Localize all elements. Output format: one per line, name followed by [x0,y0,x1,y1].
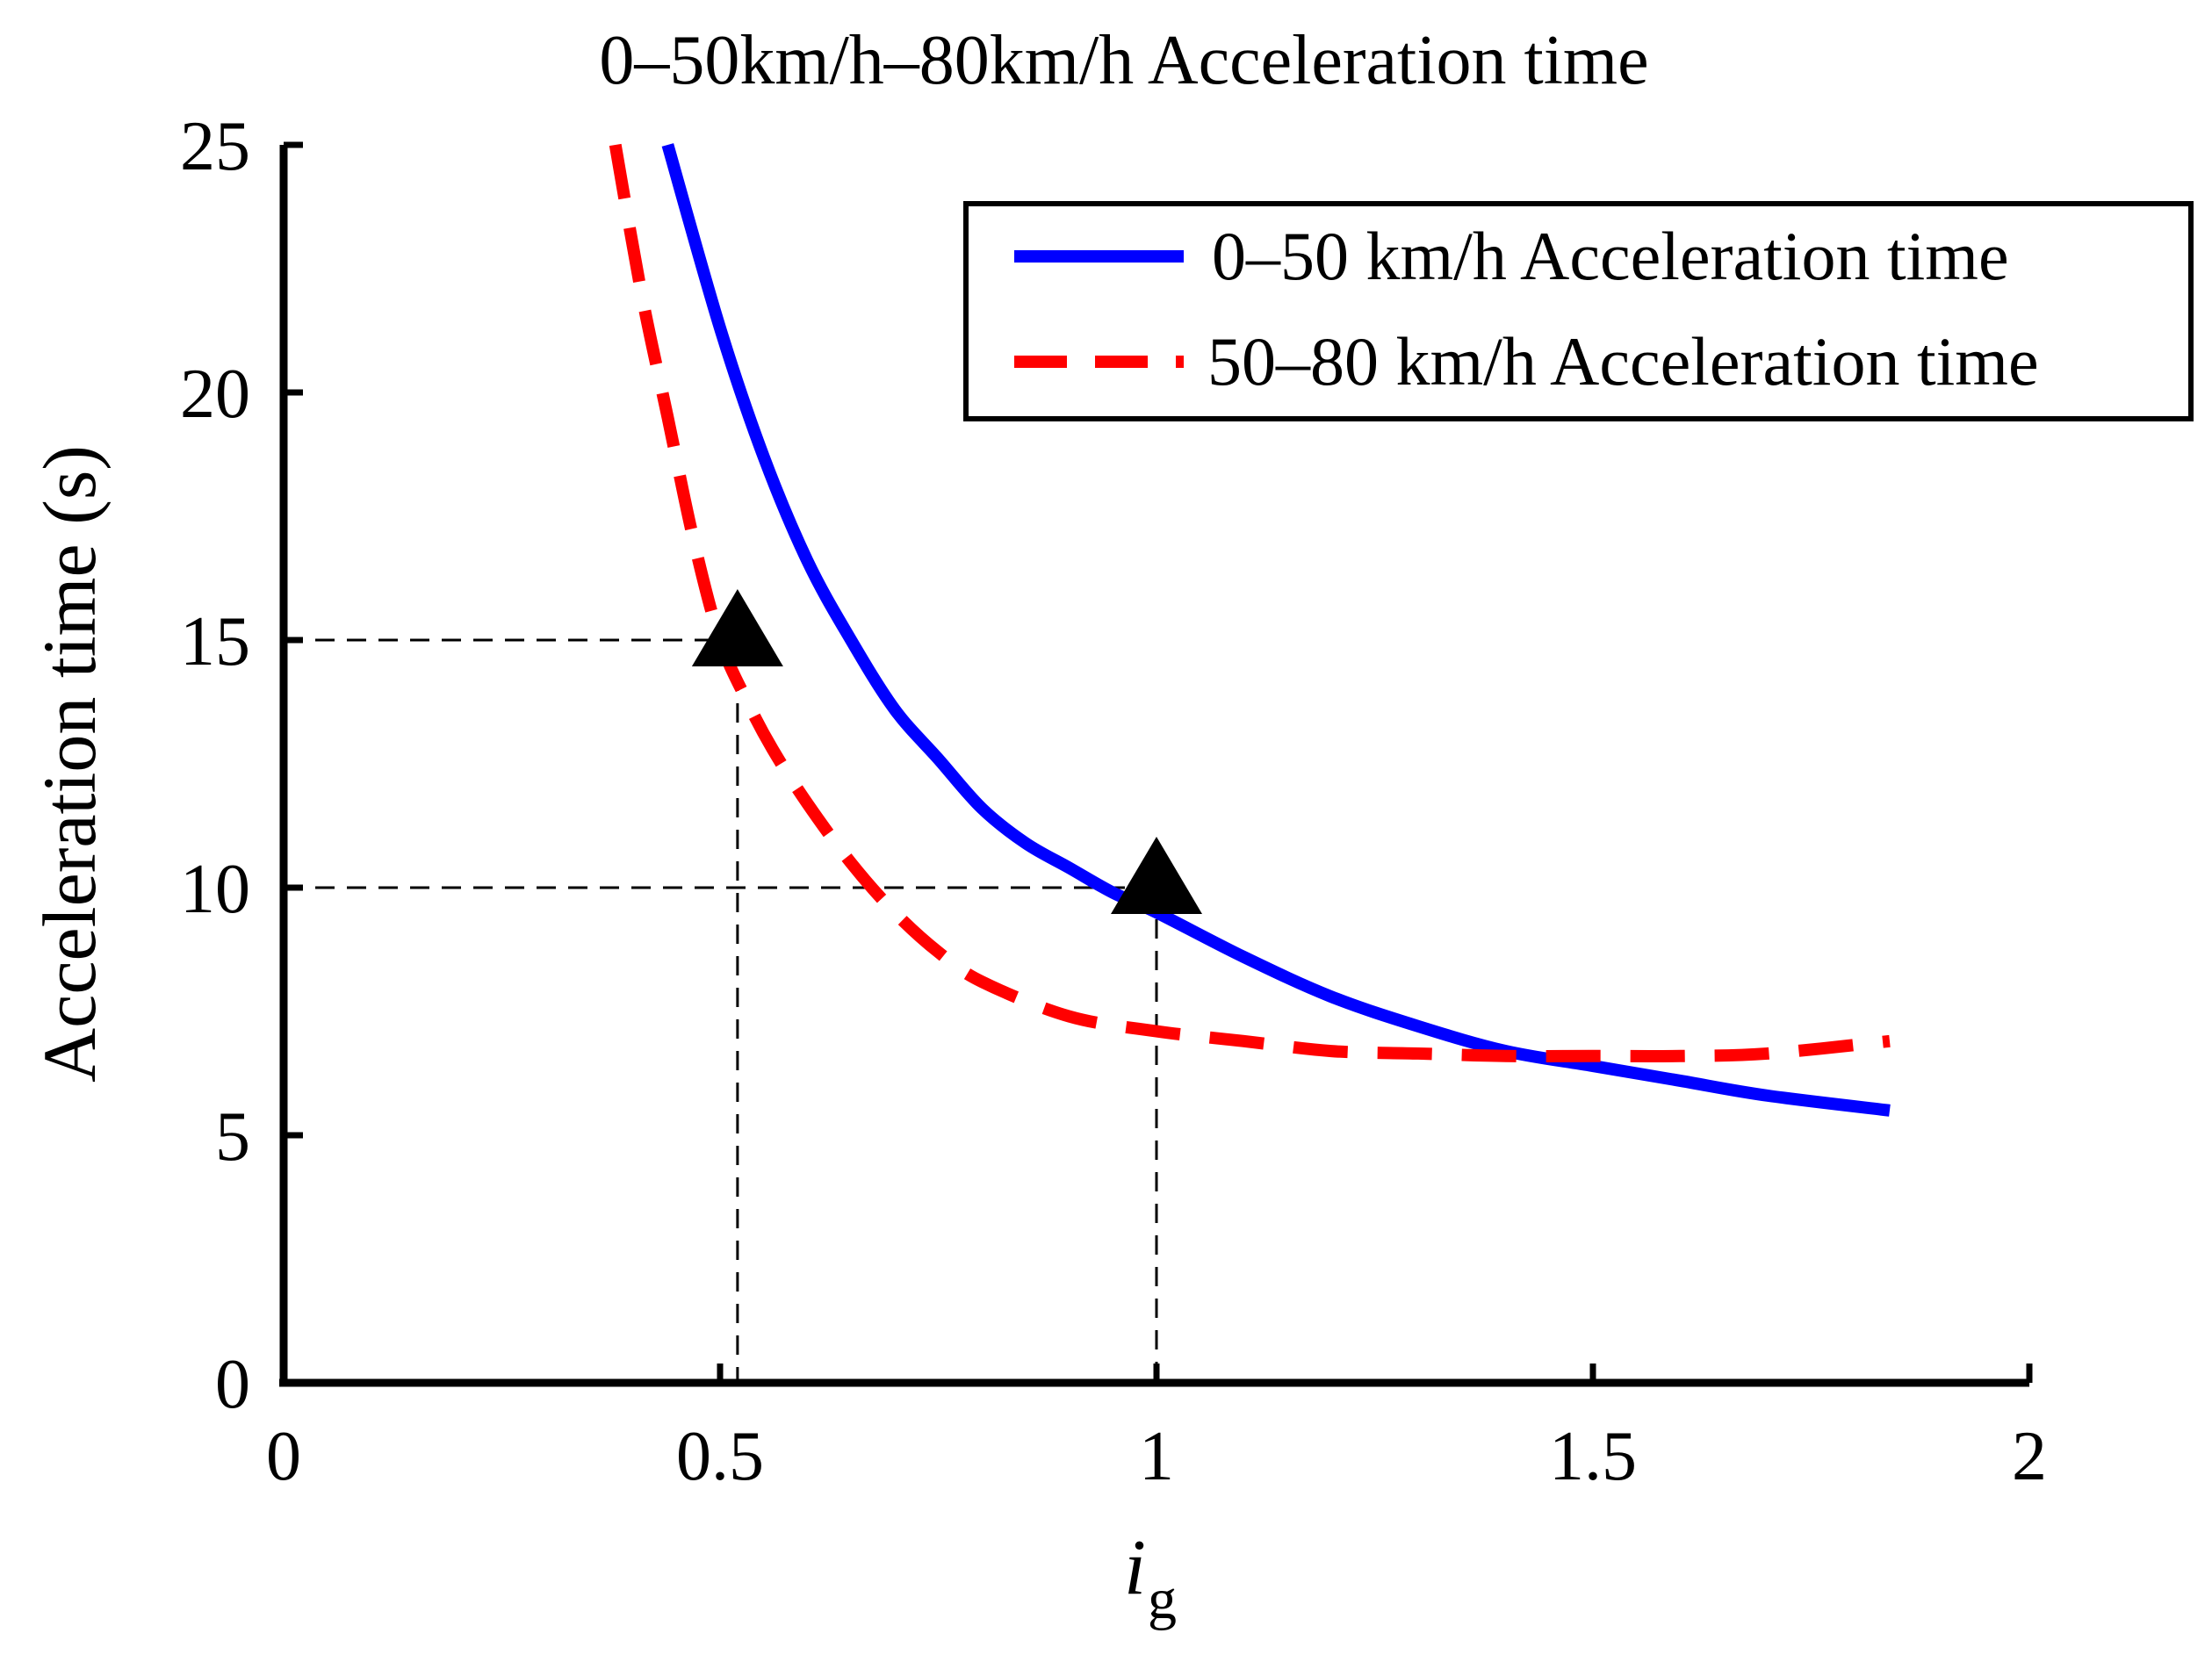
x-tick-label: 1.5 [1549,1418,1637,1495]
triangle-marker-1 [691,589,783,666]
y-tick-label: 20 [180,356,250,433]
series-line-1 [661,143,1891,1117]
legend-label-series-1: 0–50 km/h Acceleration time [1212,218,2009,294]
x-tick-label: 0 [266,1418,301,1495]
y-tick-label: 10 [180,851,250,928]
series-layer [609,143,1891,1117]
reference-lines [284,638,1158,1383]
x-tick-label: 1 [1139,1418,1174,1495]
y-axis-label: Acceleration time (s) [27,445,112,1083]
x-ticks: 0 0.5 1 1.5 2 [266,1364,2047,1495]
chart-title: 0–50km/h–80km/h Acceleration time [599,22,1648,99]
x-axis-label-subscript: g [1148,1567,1177,1631]
x-axis-label-main: i [1124,1524,1146,1611]
x-tick-label: 0.5 [676,1418,764,1495]
series-line-2 [609,143,1891,1062]
y-tick-label: 15 [180,603,250,680]
y-tick-label: 25 [180,108,250,185]
y-tick-label: 0 [215,1346,250,1423]
y-tick-label: 5 [215,1098,250,1176]
x-axis-label: ig [1124,1524,1177,1631]
legend-label-series-2: 50–80 km/h Acceleration time [1207,323,2039,399]
legend: 0–50 km/h Acceleration time 50–80 km/h A… [963,201,2194,421]
x-tick-label: 2 [2012,1418,2047,1495]
marker-layer [691,589,1202,914]
y-ticks: 0 5 10 15 20 25 [180,108,303,1423]
legend-box [963,201,2194,421]
triangle-marker-2 [1111,837,1202,914]
